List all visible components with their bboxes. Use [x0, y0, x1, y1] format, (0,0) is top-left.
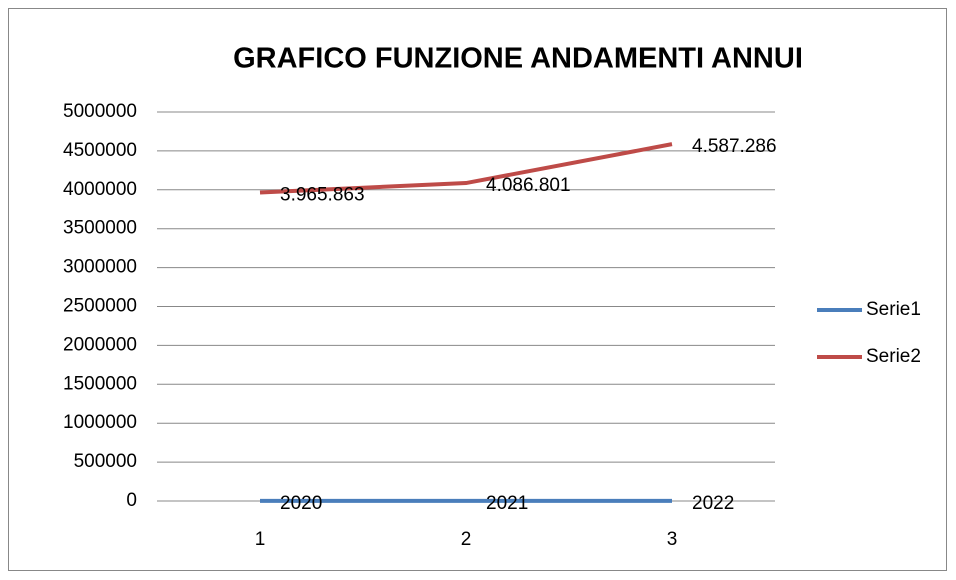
data-label: 2020: [280, 493, 322, 514]
x-tick-label: 3: [667, 529, 678, 550]
y-tick-label: 4500000: [63, 140, 137, 161]
data-label: 3.965.863: [280, 184, 365, 205]
y-tick-label: 3500000: [63, 218, 137, 239]
y-tick-label: 4000000: [63, 179, 137, 200]
y-tick-label: 5000000: [63, 101, 137, 122]
y-tick-label: 1000000: [63, 412, 137, 433]
y-tick-label: 2000000: [63, 334, 137, 355]
x-tick-label: 2: [461, 529, 472, 550]
chart-title: GRAFICO FUNZIONE ANDAMENTI ANNUI: [233, 43, 803, 75]
data-label: 4.086.801: [486, 175, 571, 196]
data-label: 2022: [692, 493, 734, 514]
x-tick-label: 1: [255, 529, 266, 550]
y-tick-label: 1500000: [63, 373, 137, 394]
y-tick-label: 500000: [74, 451, 137, 472]
y-tick-label: 2500000: [63, 296, 137, 317]
data-label: 2021: [486, 493, 528, 514]
data-label: 4.587.286: [692, 136, 777, 157]
legend-label: Serie1: [866, 299, 921, 320]
y-tick-label: 0: [126, 490, 137, 511]
chart-border: [8, 8, 947, 571]
y-tick-label: 3000000: [63, 257, 137, 278]
series-line: [259, 142, 673, 195]
legend-label: Serie2: [866, 346, 921, 367]
